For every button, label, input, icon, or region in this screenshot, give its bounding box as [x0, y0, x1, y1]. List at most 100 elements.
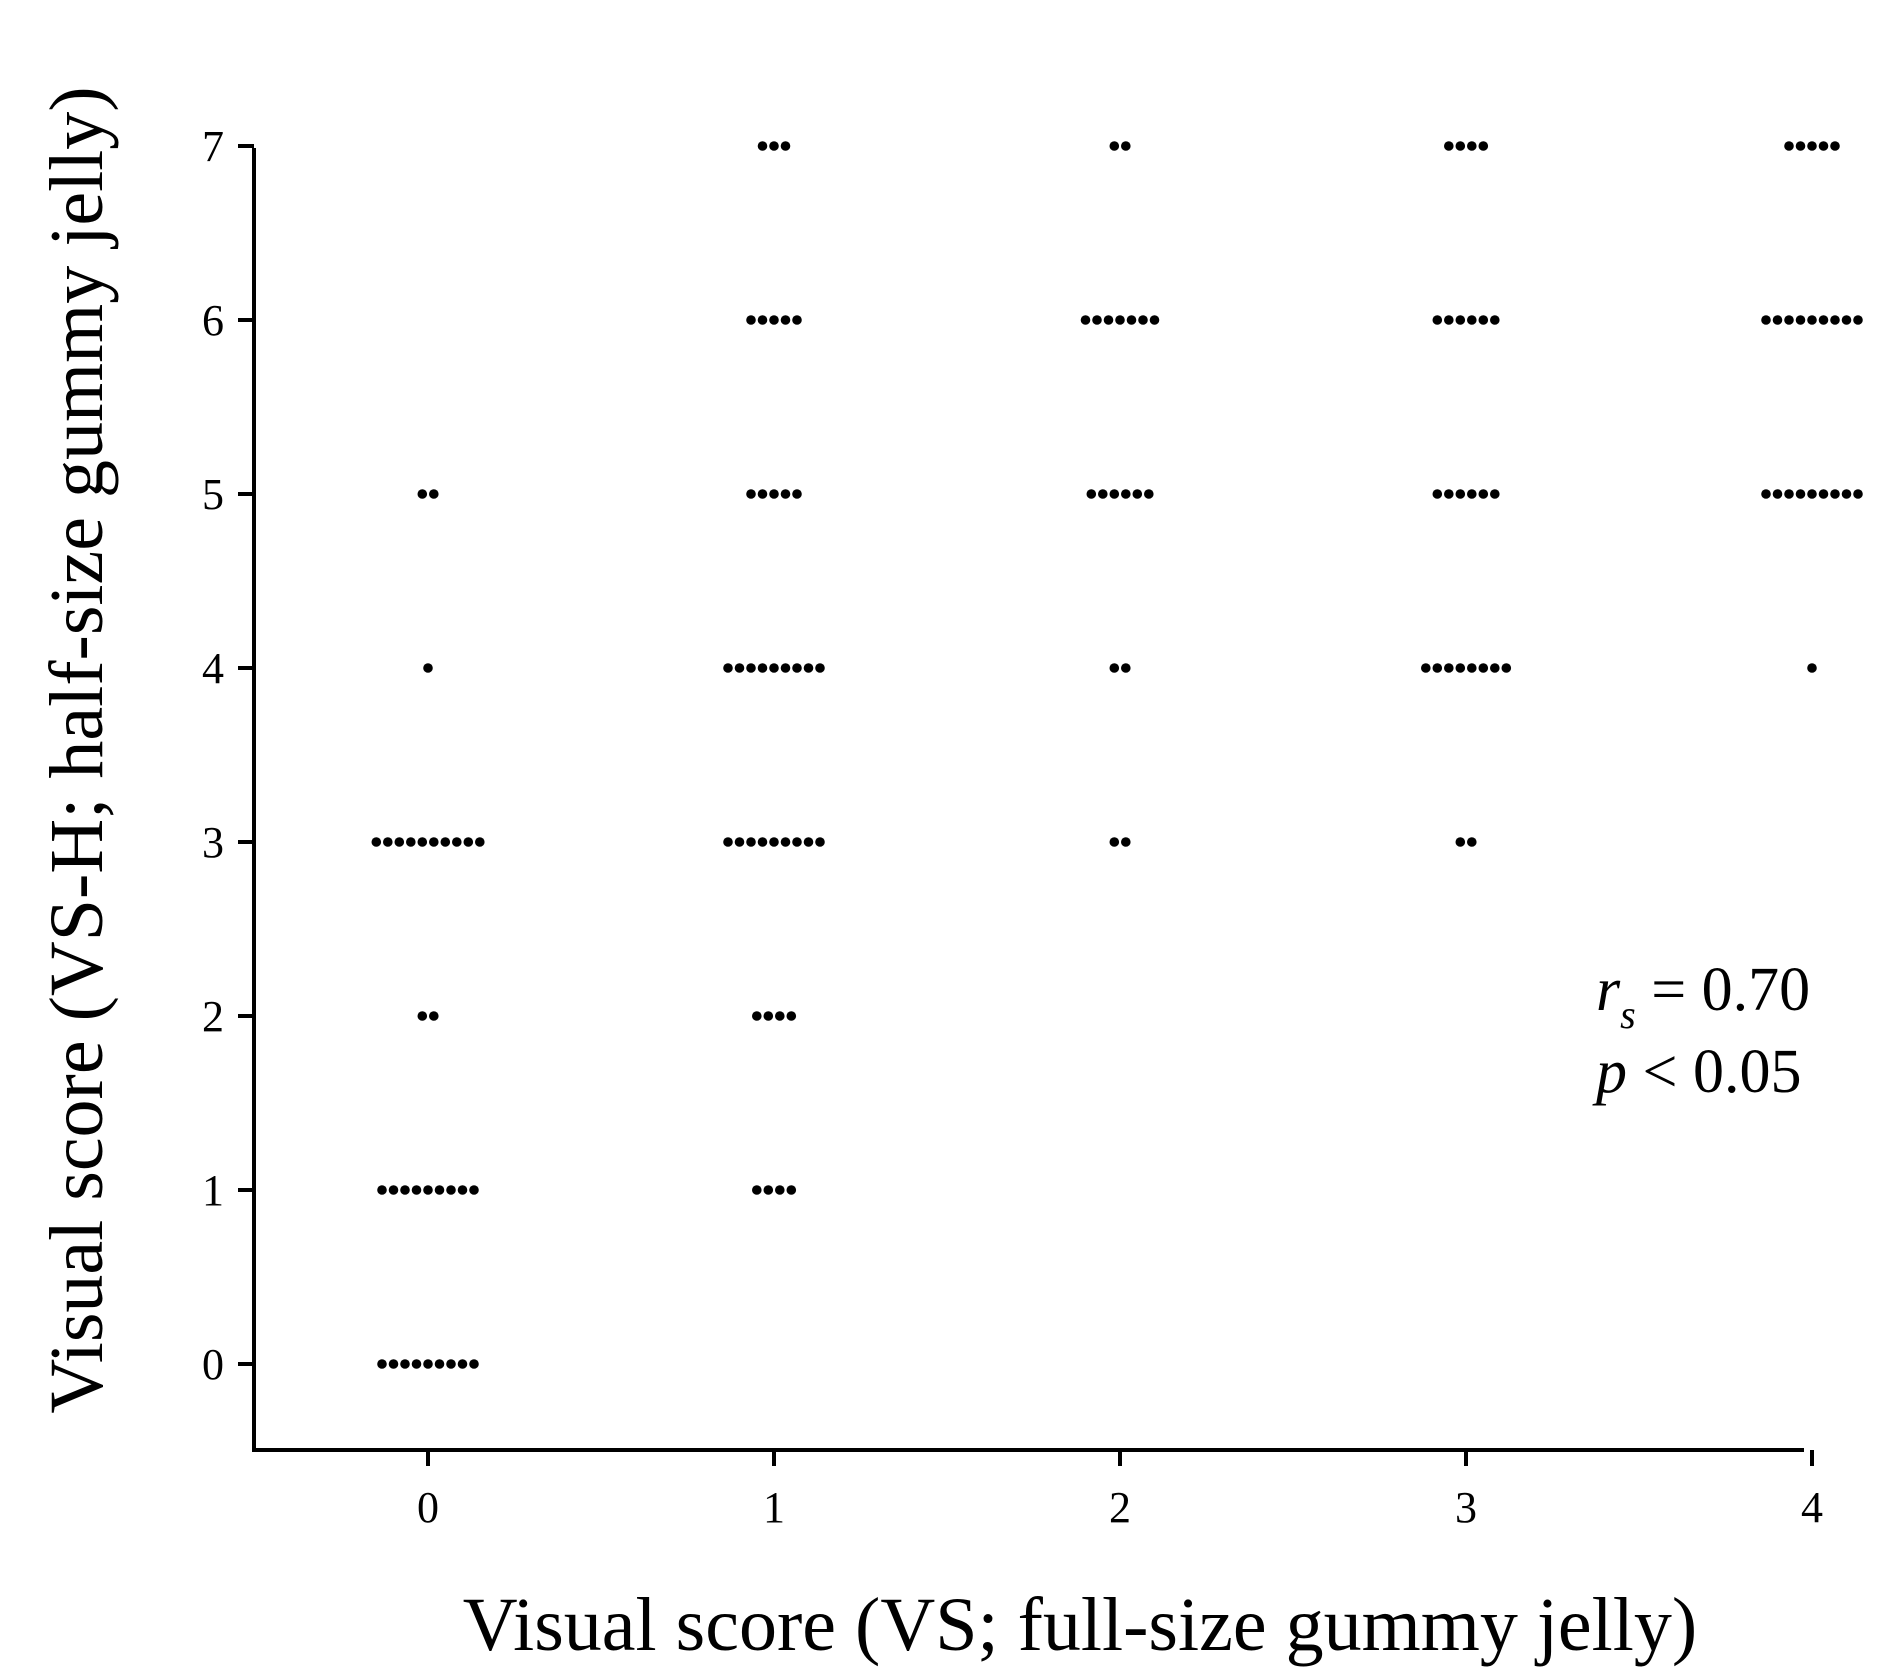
data-point: [780, 837, 791, 847]
data-point: [388, 1185, 399, 1195]
data-point: [815, 837, 825, 847]
data-point: [377, 1359, 387, 1369]
data-point: [1772, 315, 1783, 325]
y-tick-label: 4: [202, 644, 224, 693]
data-point: [417, 489, 428, 499]
r-subscript: s: [1620, 992, 1636, 1037]
data-point: [1432, 663, 1443, 673]
data-point: [371, 837, 382, 847]
data-point: [1761, 489, 1771, 499]
data-point: [1109, 663, 1120, 673]
data-point: [434, 1359, 445, 1369]
x-axis-title: Visual score (VS; full-size gummy jelly): [463, 1583, 1697, 1667]
data-point: [1455, 663, 1466, 673]
data-point: [757, 663, 768, 673]
data-point: [775, 1011, 785, 1021]
data-point: [446, 1359, 456, 1369]
data-point: [1132, 489, 1143, 499]
data-point: [815, 663, 825, 673]
data-point: [780, 489, 791, 499]
data-point: [1444, 141, 1454, 151]
data-point: [1761, 315, 1771, 325]
x-ticks: 0 1 2 3 4: [417, 1450, 1823, 1532]
r-symbol: r: [1596, 956, 1621, 1024]
data-point: [757, 141, 768, 151]
data-point: [423, 1359, 433, 1369]
data-point: [757, 315, 768, 325]
data-point: [752, 1011, 762, 1021]
data-point: [1086, 489, 1097, 499]
data-point: [388, 1359, 399, 1369]
data-point: [1478, 663, 1489, 673]
data-point: [429, 489, 439, 499]
r-value: = 0.70: [1636, 956, 1810, 1024]
data-point: [406, 837, 416, 847]
data-point: [1109, 489, 1120, 499]
data-point: [792, 489, 802, 499]
y-tick-label: 3: [202, 818, 224, 867]
data-point: [1501, 663, 1512, 673]
data-point: [792, 663, 802, 673]
data-point: [1103, 315, 1114, 325]
data-point: [1478, 489, 1489, 499]
data-point: [1144, 489, 1154, 499]
data-point: [803, 663, 814, 673]
data-point: [1121, 663, 1131, 673]
data-point: [1467, 837, 1477, 847]
data-point: [780, 141, 791, 151]
data-point: [1444, 663, 1454, 673]
data-point: [1421, 663, 1431, 673]
data-point: [1784, 141, 1794, 151]
data-point: [1818, 315, 1829, 325]
data-point: [752, 1185, 762, 1195]
data-point: [1818, 141, 1829, 151]
data-point: [792, 837, 802, 847]
data-point: [1772, 489, 1783, 499]
data-point: [469, 1359, 479, 1369]
data-point: [734, 837, 745, 847]
data-point: [423, 663, 433, 673]
p-symbol: p: [1592, 1038, 1627, 1106]
data-point: [469, 1185, 479, 1195]
y-tick-label: 1: [202, 1166, 224, 1215]
data-point: [1853, 489, 1863, 499]
y-tick-label: 7: [202, 122, 224, 171]
data-point: [429, 1011, 439, 1021]
data-point: [780, 663, 791, 673]
data-point: [1092, 315, 1102, 325]
data-point: [400, 1185, 410, 1195]
y-tick-label: 5: [202, 470, 224, 519]
data-point: [769, 663, 779, 673]
data-point: [1455, 141, 1466, 151]
data-point: [786, 1011, 797, 1021]
data-point: [769, 837, 779, 847]
data-point: [1795, 489, 1806, 499]
data-point: [775, 1185, 785, 1195]
data-point: [1490, 663, 1500, 673]
data-point: [723, 837, 733, 847]
data-point: [746, 315, 756, 325]
data-point: [1121, 141, 1131, 151]
data-point: [1432, 489, 1443, 499]
data-point: [440, 837, 451, 847]
axes: [252, 148, 1804, 1452]
data-point: [757, 489, 768, 499]
data-point: [1432, 315, 1443, 325]
data-point: [723, 663, 733, 673]
data-point: [1478, 315, 1489, 325]
data-point: [411, 1185, 422, 1195]
data-point: [1149, 315, 1160, 325]
data-points: [371, 141, 1863, 1369]
data-point: [1830, 489, 1840, 499]
y-ticks: 0 1 2 3 4 5 6 7: [202, 122, 254, 1389]
data-point: [746, 837, 756, 847]
data-point: [1455, 489, 1466, 499]
data-point: [1830, 141, 1840, 151]
data-point: [1444, 489, 1454, 499]
data-point: [1455, 837, 1466, 847]
data-point: [1121, 489, 1131, 499]
data-point: [1784, 315, 1794, 325]
data-point: [1841, 315, 1852, 325]
data-point: [417, 837, 428, 847]
